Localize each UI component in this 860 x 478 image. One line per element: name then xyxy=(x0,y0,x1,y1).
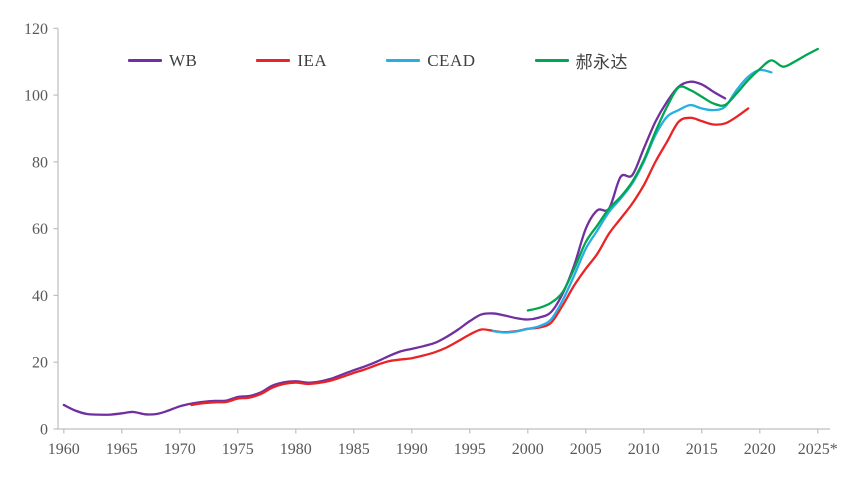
legend-label-wb: WB xyxy=(169,50,198,70)
legend-item-iea: IEA xyxy=(256,51,327,71)
legend-label-iea: IEA xyxy=(297,50,328,70)
y-tick-label: 0 xyxy=(40,422,48,439)
chart-legend: WB IEA CEAD 郝永达 xyxy=(128,48,628,73)
x-tick-label: 1990 xyxy=(396,441,428,458)
legend-swatch-iea xyxy=(256,59,291,62)
legend-item-cead: CEAD xyxy=(386,51,475,71)
y-tick-label: 60 xyxy=(32,221,48,238)
y-tick-label: 20 xyxy=(32,355,48,372)
x-tick-label: 2020 xyxy=(744,441,776,458)
x-tick-label: 2025* xyxy=(798,441,838,458)
x-tick-label: 1965 xyxy=(106,441,138,458)
legend-label-haoyongda: 郝永达 xyxy=(575,53,628,72)
legend-swatch-haoyongda xyxy=(534,59,569,62)
x-tick-label: 1960 xyxy=(48,441,80,458)
x-tick-label: 1970 xyxy=(164,441,196,458)
x-tick-label: 2000 xyxy=(512,441,544,458)
x-tick-label: 1975 xyxy=(222,441,254,458)
legend-swatch-wb xyxy=(128,59,162,62)
x-tick-label: 2015 xyxy=(686,441,718,458)
x-tick-label: 2005 xyxy=(570,441,602,458)
x-tick-label: 1985 xyxy=(338,441,370,458)
y-tick-label: 100 xyxy=(24,88,48,105)
series-line-wb xyxy=(62,80,727,416)
series-line-iea xyxy=(190,107,750,407)
legend-swatch-cead xyxy=(386,59,421,62)
legend-label-cead: CEAD xyxy=(427,50,476,70)
series-line-haoyongda xyxy=(526,47,819,312)
y-tick-label: 80 xyxy=(32,154,48,171)
x-tick-label: 1980 xyxy=(280,441,312,458)
y-tick-label: 120 xyxy=(24,21,48,38)
x-tick-label: 1995 xyxy=(454,441,486,458)
legend-item-haoyongda: 郝永达 xyxy=(534,48,629,73)
legend-item-wb: WB xyxy=(128,51,197,71)
x-tick-label: 2010 xyxy=(628,441,660,458)
series-line-cead xyxy=(491,68,773,334)
y-tick-label: 40 xyxy=(32,288,48,305)
